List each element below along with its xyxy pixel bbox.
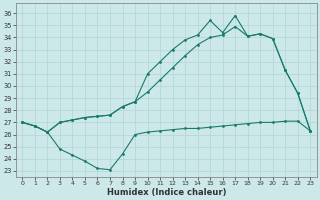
X-axis label: Humidex (Indice chaleur): Humidex (Indice chaleur): [107, 188, 226, 197]
